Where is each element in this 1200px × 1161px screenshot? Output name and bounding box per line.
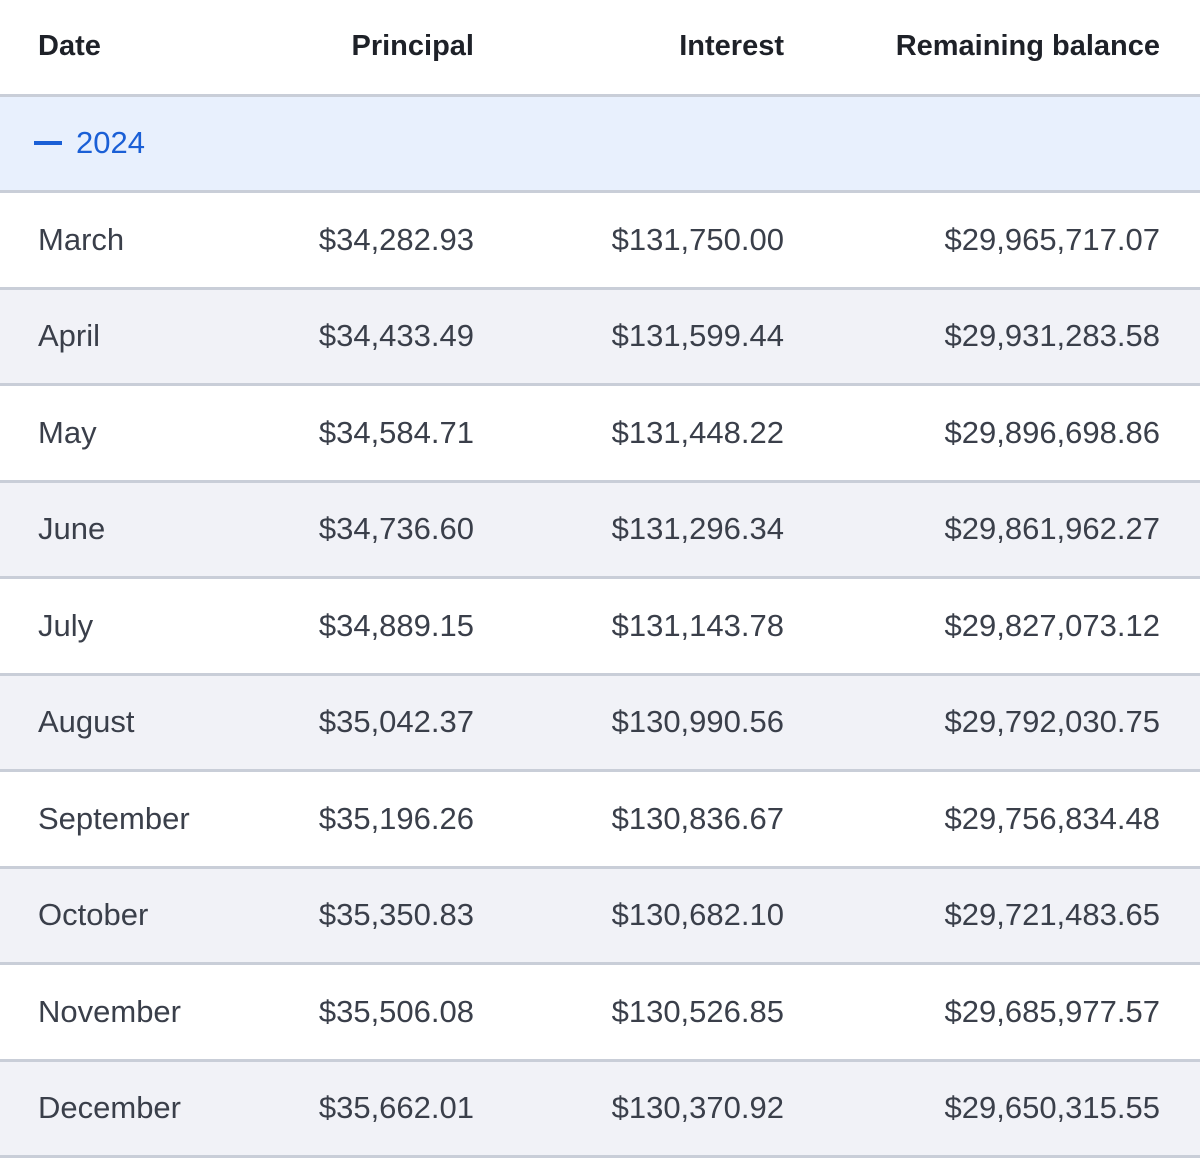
header-row: Date Principal Interest Remaining balanc… <box>0 0 1200 97</box>
group-row: 2024 <box>0 96 1200 193</box>
amount-cell: $131,599.44 <box>611 318 784 354</box>
amount-cell: $35,350.83 <box>318 897 474 933</box>
header-cell: Interest <box>679 30 784 63</box>
group-label: 2024 <box>76 125 145 161</box>
amount-cell: $130,370.92 <box>611 1090 784 1126</box>
month-cell: March <box>38 221 125 257</box>
amount-cell: $34,736.60 <box>318 511 474 547</box>
amount-cell: $131,296.34 <box>611 511 784 547</box>
group-toggle[interactable]: 2024 <box>34 97 145 191</box>
table-row: April $34,433.49 $131,599.44 $29,931,283.58 <box>0 289 1200 386</box>
amount-cell: $29,721,483.65 <box>944 897 1161 933</box>
amount-cell: $130,526.85 <box>611 993 784 1029</box>
table-row: August $35,042.37 $130,990.56 $29,792,030.7… <box>0 675 1200 772</box>
header-cell: Date <box>38 30 101 63</box>
amount-cell: $35,506.08 <box>318 993 474 1029</box>
amount-cell: $29,965,717.07 <box>944 221 1161 257</box>
amount-cell: $29,861,962.27 <box>944 511 1161 547</box>
amount-cell: $29,896,698.86 <box>944 414 1161 450</box>
amount-cell: $34,282.93 <box>318 221 474 257</box>
month-cell: April <box>38 318 101 354</box>
table-row: June $34,736.60 $131,296.34 $29,861,962.27 <box>0 482 1200 579</box>
amount-cell: $29,792,030.75 <box>944 704 1161 740</box>
month-cell: August <box>38 704 135 740</box>
table-row: November $35,506.08 $130,526.85 $29,685,977… <box>0 965 1200 1062</box>
amount-cell: $34,433.49 <box>318 318 474 354</box>
header-cell: Principal <box>351 30 475 63</box>
amount-cell: $131,448.22 <box>611 414 784 450</box>
month-cell: December <box>38 1090 181 1126</box>
table-row: September $35,196.26 $130,836.67 $29,756,83… <box>0 772 1200 869</box>
month-cell: May <box>38 414 97 450</box>
amount-cell: $130,682.10 <box>611 897 784 933</box>
amount-cell: $34,584.71 <box>318 414 474 450</box>
amount-cell: $29,827,073.12 <box>944 607 1161 643</box>
amount-cell: $34,889.15 <box>318 607 474 643</box>
amount-cell: $29,756,834.48 <box>944 800 1161 836</box>
collapse-icon <box>34 141 62 146</box>
month-cell: July <box>38 607 94 643</box>
amount-cell: $29,931,283.58 <box>944 318 1161 354</box>
table-row: July $34,889.15 $131,143.78 $29,827,073.12 <box>0 579 1200 676</box>
table-row: December $35,662.01 $130,370.92 $29,650,315… <box>0 1061 1200 1158</box>
month-cell: October <box>38 897 149 933</box>
amount-cell: $131,143.78 <box>611 607 784 643</box>
table-row: October $35,350.83 $130,682.10 $29,721,483.… <box>0 868 1200 965</box>
month-cell: June <box>38 511 106 547</box>
month-cell: September <box>38 800 190 836</box>
month-cell: November <box>38 993 181 1029</box>
amount-cell: $29,650,315.55 <box>944 1090 1161 1126</box>
amount-cell: $130,990.56 <box>611 704 784 740</box>
amount-cell: $131,750.00 <box>611 221 784 257</box>
amount-cell: $35,196.26 <box>318 800 474 836</box>
amount-cell: $35,662.01 <box>318 1090 474 1126</box>
amount-cell: $130,836.67 <box>611 800 784 836</box>
table-row: March $34,282.93 $131,750.00 $29,965,717.07 <box>0 193 1200 290</box>
header-cell: Remaining balance <box>895 30 1160 63</box>
amount-cell: $35,042.37 <box>318 704 474 740</box>
table-row: May $34,584.71 $131,448.22 $29,896,698.86 <box>0 386 1200 483</box>
amount-cell: $29,685,977.57 <box>944 993 1161 1029</box>
